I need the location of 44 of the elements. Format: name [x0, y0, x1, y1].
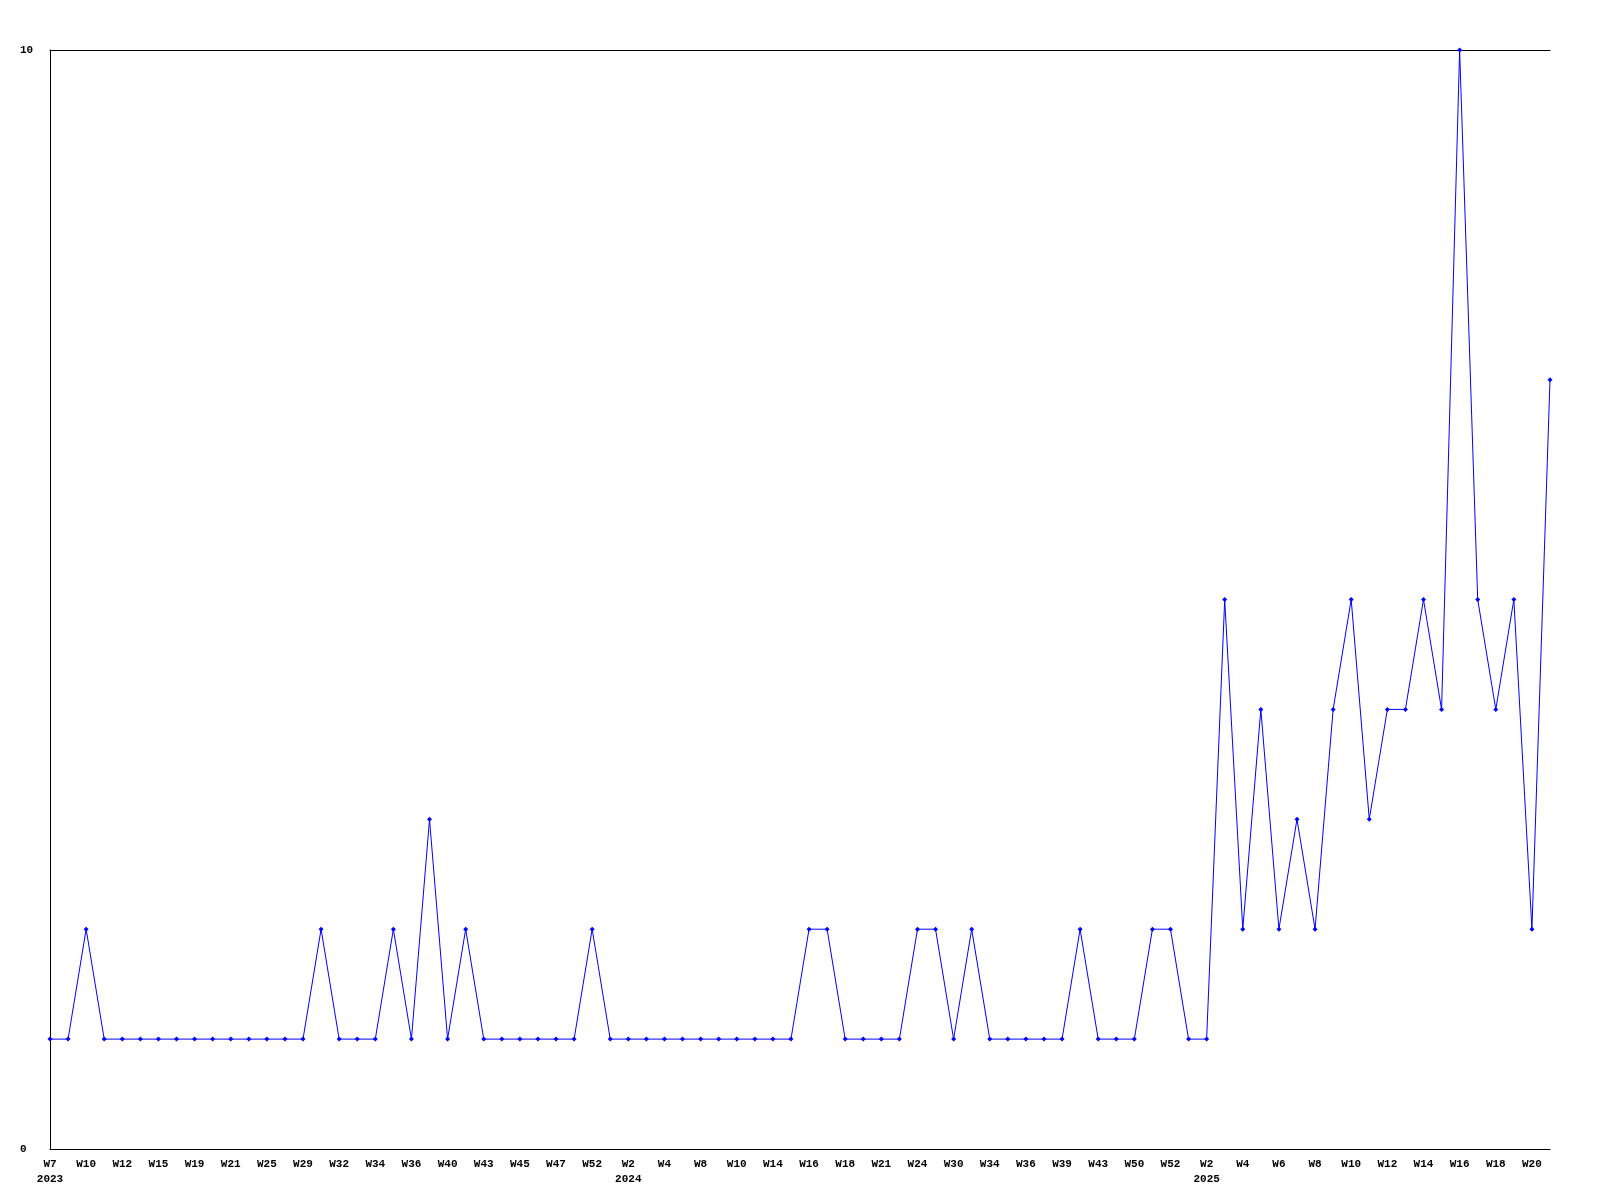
x-tick-label: W12 — [112, 1157, 133, 1170]
x-tick-label: W29 — [293, 1157, 313, 1170]
x-tick-label: W50 — [1124, 1157, 1145, 1170]
x-tick-label: W43 — [473, 1157, 495, 1170]
x-tick-label: W52 — [582, 1157, 603, 1170]
x-tick-label: W15 — [148, 1157, 169, 1170]
x-tick-label: W6 — [1272, 1157, 1286, 1170]
x-tick-label: W14 — [762, 1157, 784, 1170]
x-tick-label: W14 — [1413, 1157, 1434, 1170]
x-tick-label: W7 2023 — [36, 1157, 64, 1185]
x-tick-label: W20 — [1522, 1157, 1542, 1170]
x-tick-label: W8 — [1308, 1157, 1323, 1170]
x-tick-label: W21 — [220, 1157, 242, 1170]
x-tick-label: W16 — [799, 1157, 819, 1170]
x-tick-label: W19 — [184, 1157, 205, 1170]
y-tick-label: 10 — [20, 44, 34, 56]
x-tick-label: W30 — [943, 1157, 964, 1170]
x-tick-label: W10 — [1341, 1157, 1362, 1170]
x-tick-label: W2 2024 — [615, 1157, 642, 1185]
x-tick-label: W24 — [907, 1157, 928, 1170]
x-tick-label: W21 — [871, 1157, 892, 1170]
x-tick-label: W18 — [835, 1157, 856, 1170]
x-tick-label: W25 — [256, 1157, 278, 1170]
x-tick-label: W45 — [509, 1157, 531, 1170]
x-tick-label: W39 — [1052, 1157, 1072, 1170]
y-tick-label: 0 — [20, 1143, 27, 1155]
x-tick-label: W47 — [546, 1157, 566, 1170]
x-tick-label: W34 — [979, 1157, 1001, 1170]
x-tick-label: W4 — [657, 1157, 672, 1170]
x-tick-label: W2 2025 — [1193, 1157, 1221, 1185]
x-tick-label: W4 — [1236, 1157, 1250, 1170]
x-tick-label: W10 — [76, 1157, 97, 1170]
x-tick-label: W52 — [1160, 1157, 1181, 1170]
x-tick-label: W34 — [365, 1157, 386, 1170]
x-tick-label: W18 — [1485, 1157, 1507, 1170]
x-tick-label: W36 — [1016, 1157, 1036, 1170]
x-tick-label: W32 — [329, 1157, 350, 1170]
x-tick-label: W12 — [1377, 1157, 1398, 1170]
x-tick-label: W36 — [401, 1157, 422, 1170]
x-tick-label: W8 — [694, 1157, 708, 1170]
x-tick-label: W10 — [726, 1157, 747, 1170]
x-tick-label: W16 — [1449, 1157, 1470, 1170]
x-tick-label: W40 — [437, 1157, 458, 1170]
x-tick-label: W43 — [1088, 1157, 1109, 1170]
